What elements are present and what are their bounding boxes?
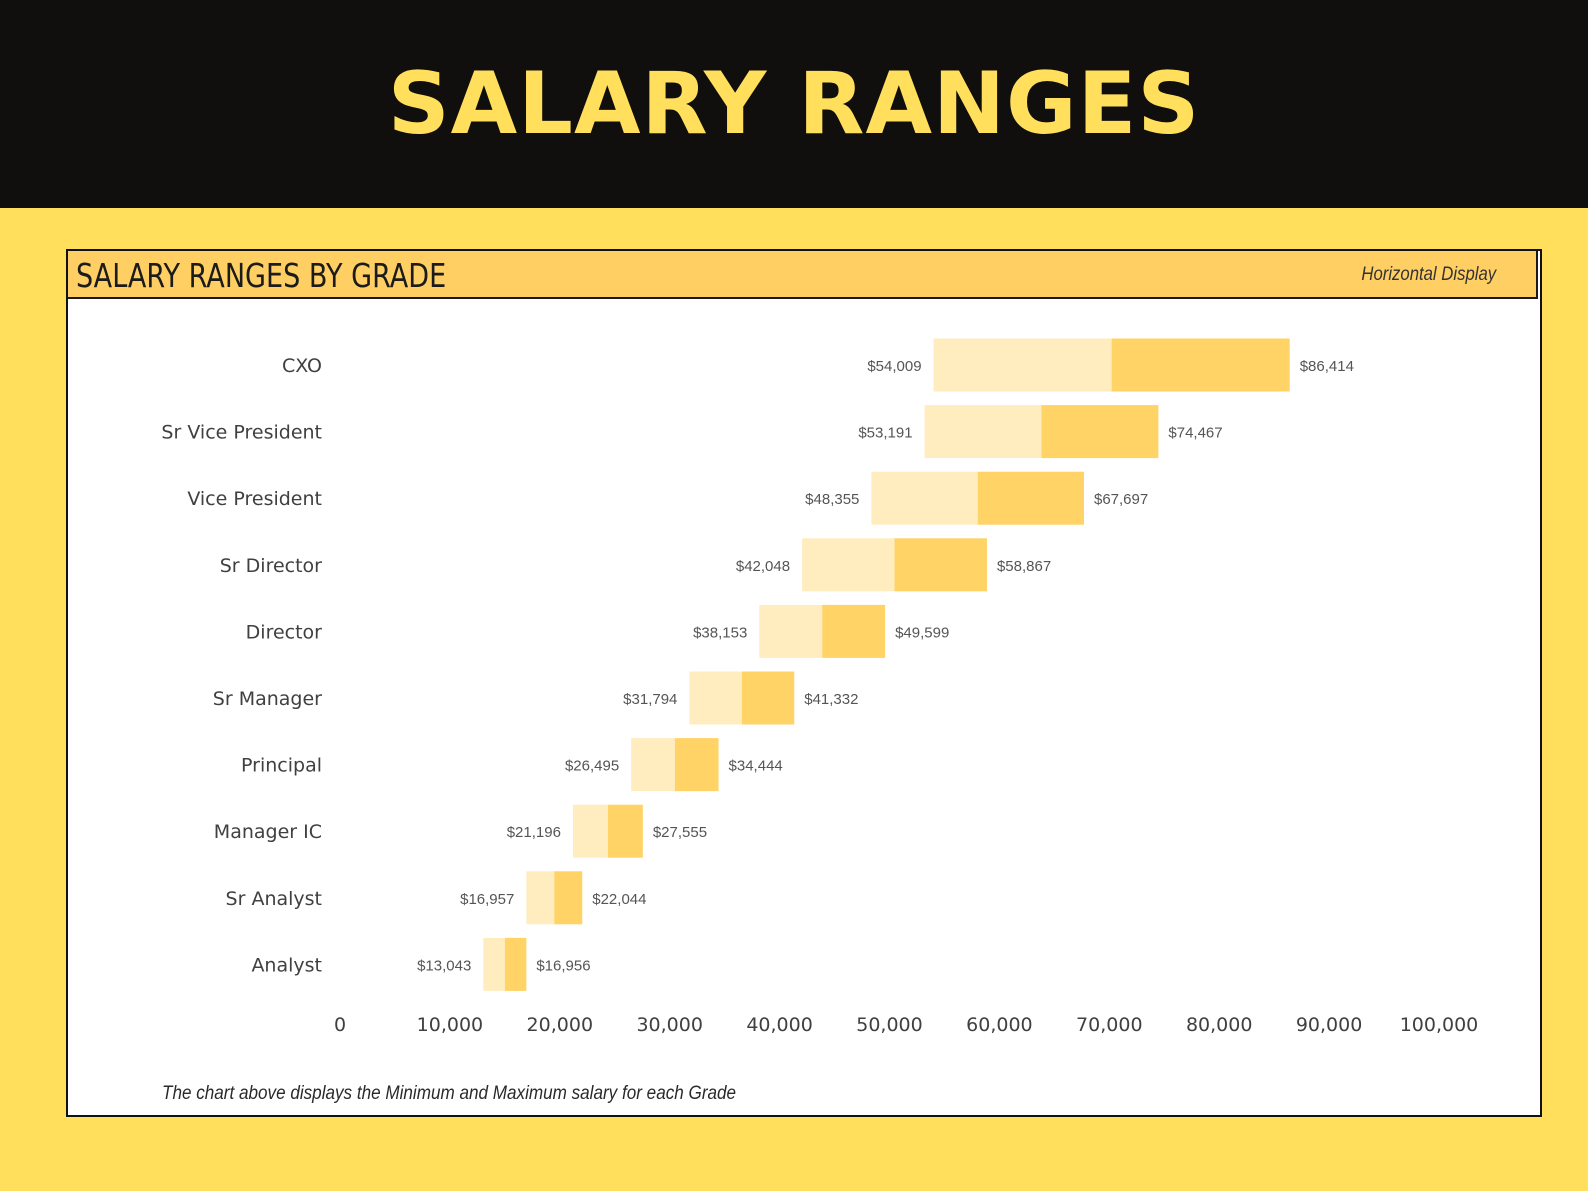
bar-min-segment: [759, 604, 823, 658]
max-value-label: $27,555: [653, 824, 707, 841]
category-label: Sr Director: [220, 555, 322, 577]
bar-max-segment: [822, 604, 886, 658]
max-value-label: $34,444: [729, 758, 783, 775]
bar-min-segment: [802, 538, 895, 592]
max-value-label: $86,414: [1300, 358, 1354, 375]
card-header: SALARY RANGES BY GRADE Horizontal Displa…: [68, 251, 1538, 299]
min-value-label: $31,794: [623, 691, 677, 708]
chart-footnote: The chart above displays the Minimum and…: [162, 1083, 737, 1104]
x-tick-label: 10,000: [417, 1014, 483, 1036]
card-title: SALARY RANGES BY GRADE: [76, 256, 447, 295]
bar-max-segment: [607, 804, 643, 858]
min-value-label: $26,495: [565, 758, 619, 775]
x-tick-label: 100,000: [1400, 1014, 1479, 1036]
category-label: Sr Manager: [213, 688, 322, 710]
x-tick-label: 40,000: [746, 1014, 812, 1036]
x-tick-label: 0: [334, 1014, 346, 1036]
x-tick-label: 90,000: [1296, 1014, 1362, 1036]
min-value-label: $21,196: [507, 824, 561, 841]
category-label: Analyst: [251, 954, 322, 976]
bar-min-segment: [572, 804, 608, 858]
bar-max-segment: [894, 538, 987, 592]
x-tick-label: 70,000: [1076, 1014, 1142, 1036]
bar-min-segment: [933, 338, 1112, 392]
category-label: Director: [246, 621, 323, 643]
bar-max-segment: [977, 471, 1084, 525]
max-value-label: $22,044: [592, 891, 646, 908]
chart-card: SALARY RANGES BY GRADE Horizontal Displa…: [66, 249, 1542, 1117]
category-label: Vice President: [187, 488, 322, 510]
max-value-label: $58,867: [997, 558, 1051, 575]
min-value-label: $16,957: [460, 891, 514, 908]
min-value-label: $38,153: [693, 624, 747, 641]
max-value-label: $41,332: [804, 691, 858, 708]
max-value-label: $16,956: [536, 957, 590, 974]
min-value-label: $53,191: [858, 425, 912, 442]
bar-min-segment: [871, 471, 978, 525]
x-tick-label: 20,000: [527, 1014, 593, 1036]
x-tick-label: 60,000: [966, 1014, 1032, 1036]
min-value-label: $42,048: [736, 558, 790, 575]
bar-max-segment: [1041, 405, 1159, 459]
category-label: Manager IC: [214, 821, 322, 843]
category-label: Sr Analyst: [226, 888, 322, 910]
bar-max-segment: [674, 738, 719, 792]
min-value-label: $48,355: [805, 491, 859, 508]
bar-max-segment: [504, 937, 527, 991]
bar-min-segment: [689, 671, 742, 725]
banner: SALARY RANGES: [0, 0, 1588, 208]
bar-min-segment: [631, 738, 675, 792]
min-value-label: $54,009: [867, 358, 921, 375]
category-label: CXO: [282, 355, 322, 377]
max-value-label: $74,467: [1168, 425, 1222, 442]
salary-range-chart: CXO $54,009 $86,414 Sr Vice President $53,19…: [161, 338, 1479, 1036]
x-tick-label: 80,000: [1186, 1014, 1252, 1036]
bar-min-segment: [526, 871, 555, 925]
max-value-label: $67,697: [1094, 491, 1148, 508]
x-tick-label: 30,000: [636, 1014, 702, 1036]
bar-max-segment: [1111, 338, 1290, 392]
card-subtitle: Horizontal Display: [1361, 264, 1496, 285]
bar-max-segment: [741, 671, 795, 725]
bar-min-segment: [924, 405, 1042, 459]
bar-min-segment: [483, 937, 505, 991]
max-value-label: $49,599: [895, 624, 949, 641]
min-value-label: $13,043: [417, 957, 471, 974]
bar-max-segment: [554, 871, 583, 925]
category-label: Sr Vice President: [161, 422, 322, 444]
category-label: Principal: [241, 755, 322, 777]
banner-title: SALARY RANGES: [387, 54, 1201, 154]
x-tick-label: 50,000: [856, 1014, 922, 1036]
